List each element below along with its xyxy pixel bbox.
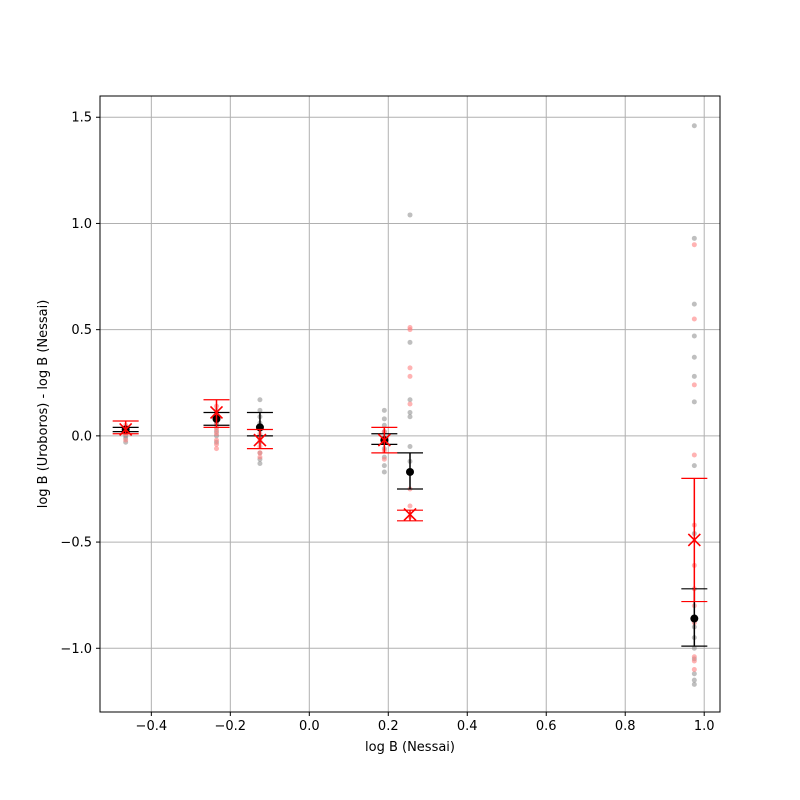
light-red-point [691, 654, 697, 660]
series-markers [112, 399, 708, 647]
light-red-point [213, 431, 219, 437]
black-mean-point [406, 467, 414, 476]
grey-point [691, 123, 697, 129]
grey-point [381, 422, 387, 428]
light-red-point [213, 446, 219, 452]
red-mean-point [687, 533, 701, 547]
y-tick-label: −1.0 [60, 642, 92, 657]
grey-point [691, 333, 697, 339]
black-mean-point [690, 614, 699, 623]
grey-point [407, 409, 413, 415]
y-tick-label: 1.0 [71, 217, 92, 232]
light-red-point [407, 373, 413, 379]
grey-point [381, 407, 387, 413]
red-mean-point [377, 433, 391, 447]
light-red-point [381, 456, 387, 462]
light-red-point [257, 450, 263, 456]
light-red-point [691, 316, 697, 322]
grey-point [257, 407, 263, 413]
y-tick-label: −0.5 [60, 536, 92, 551]
grey-point [691, 354, 697, 360]
light-red-point [257, 454, 263, 460]
red-mean-point [119, 422, 133, 437]
x-tick-label: 1.0 [694, 719, 715, 734]
grey-point [691, 301, 697, 307]
y-tick-label: 0.0 [71, 429, 92, 444]
grey-point [257, 397, 263, 403]
grey-point [381, 463, 387, 469]
x-tick-label: 0.0 [299, 719, 320, 734]
grey-point [407, 339, 413, 345]
x-tick-label: −0.4 [136, 719, 168, 734]
grey-point [381, 469, 387, 475]
light-red-point [123, 437, 129, 443]
grey-point [691, 399, 697, 405]
light-red-point [691, 382, 697, 388]
grey-point [691, 645, 697, 651]
red-mean-point [253, 433, 267, 447]
grey-point [381, 416, 387, 422]
grey-point [691, 671, 697, 677]
x-tick-label: 0.8 [615, 719, 636, 734]
light-red-point [407, 327, 413, 333]
grey-point [691, 677, 697, 683]
light-red-point [213, 441, 219, 447]
light-red-point [691, 242, 697, 248]
y-axis-label: log B (Uroboros) - log B (Nessai) [36, 300, 51, 509]
x-axis-label: log B (Nessai) [365, 740, 455, 755]
axis-ticks: −0.4 −0.2 0.0 0.2 0.4 0.6 0.8 1.0 −1.0 −0.5 0.0 0.5… [60, 111, 714, 734]
y-tick-label: 1.5 [71, 111, 92, 126]
grey-point [407, 212, 413, 218]
grid [100, 96, 720, 712]
light-red-point [407, 401, 413, 407]
light-red-point [213, 437, 219, 443]
y-tick-label: 0.5 [71, 323, 92, 338]
light-red-point [407, 503, 413, 509]
x-tick-label: 0.6 [536, 719, 557, 734]
grey-point [691, 235, 697, 241]
light-red-point [407, 365, 413, 371]
grey-point [407, 414, 413, 420]
plot-frame [99, 95, 721, 713]
light-red-point [691, 667, 697, 673]
grey-point [691, 373, 697, 379]
x-tick-label: 0.2 [378, 719, 399, 734]
red-mean-point [403, 507, 417, 522]
red-mean-point [209, 405, 224, 420]
light-red-point [691, 452, 697, 458]
grey-point [407, 397, 413, 403]
light-red-point [691, 658, 697, 664]
grey-point [407, 443, 413, 449]
grey-point [691, 463, 697, 469]
x-tick-label: −0.2 [215, 719, 247, 734]
grey-point [691, 681, 697, 687]
x-tick-label: 0.4 [457, 719, 478, 734]
grey-point [257, 460, 263, 466]
light-red-point [213, 426, 219, 432]
